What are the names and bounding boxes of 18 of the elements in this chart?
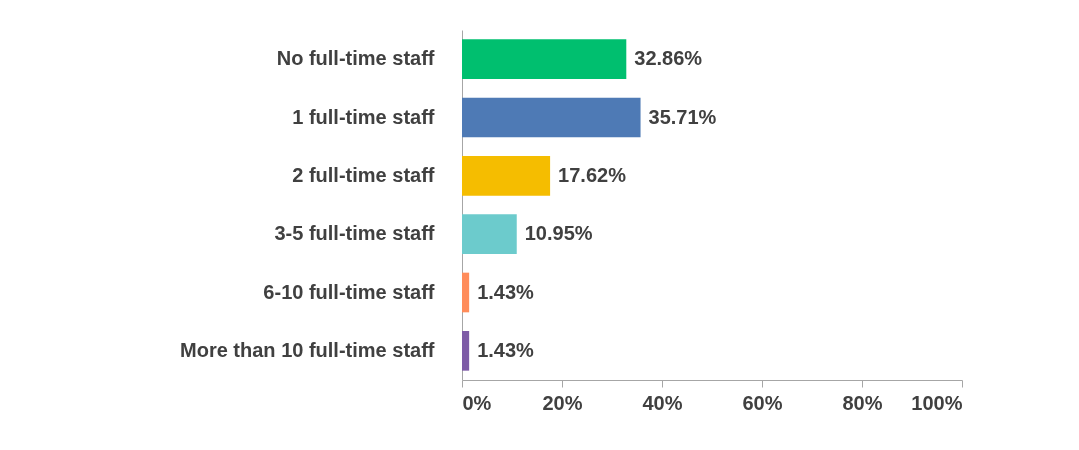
x-tick-label: 40%	[642, 391, 683, 414]
data-label: 1.43%	[477, 338, 535, 361]
data-label: 35.71%	[648, 105, 717, 128]
y-tick-label: No full-time staff	[276, 47, 435, 70]
x-tick-label: 60%	[742, 391, 783, 414]
y-tick-label: 1 full-time staff	[292, 105, 435, 128]
data-label: 10.95%	[524, 222, 593, 245]
y-tick-label: 3-5 full-time staff	[274, 222, 435, 245]
data-label: 17.62%	[558, 163, 627, 186]
y-tick-label: 6-10 full-time staff	[263, 280, 435, 303]
y-tick-label: 2 full-time staff	[292, 163, 435, 186]
x-tick-label: 100%	[911, 391, 963, 414]
data-label: 32.86%	[634, 47, 703, 70]
data-label: 1.43%	[477, 280, 535, 303]
x-tick-label: 0%	[462, 391, 492, 414]
x-tick-label: 80%	[842, 391, 883, 414]
y-tick-label: More than 10 full-time staff	[180, 338, 435, 361]
x-tick-label: 20%	[542, 391, 583, 414]
